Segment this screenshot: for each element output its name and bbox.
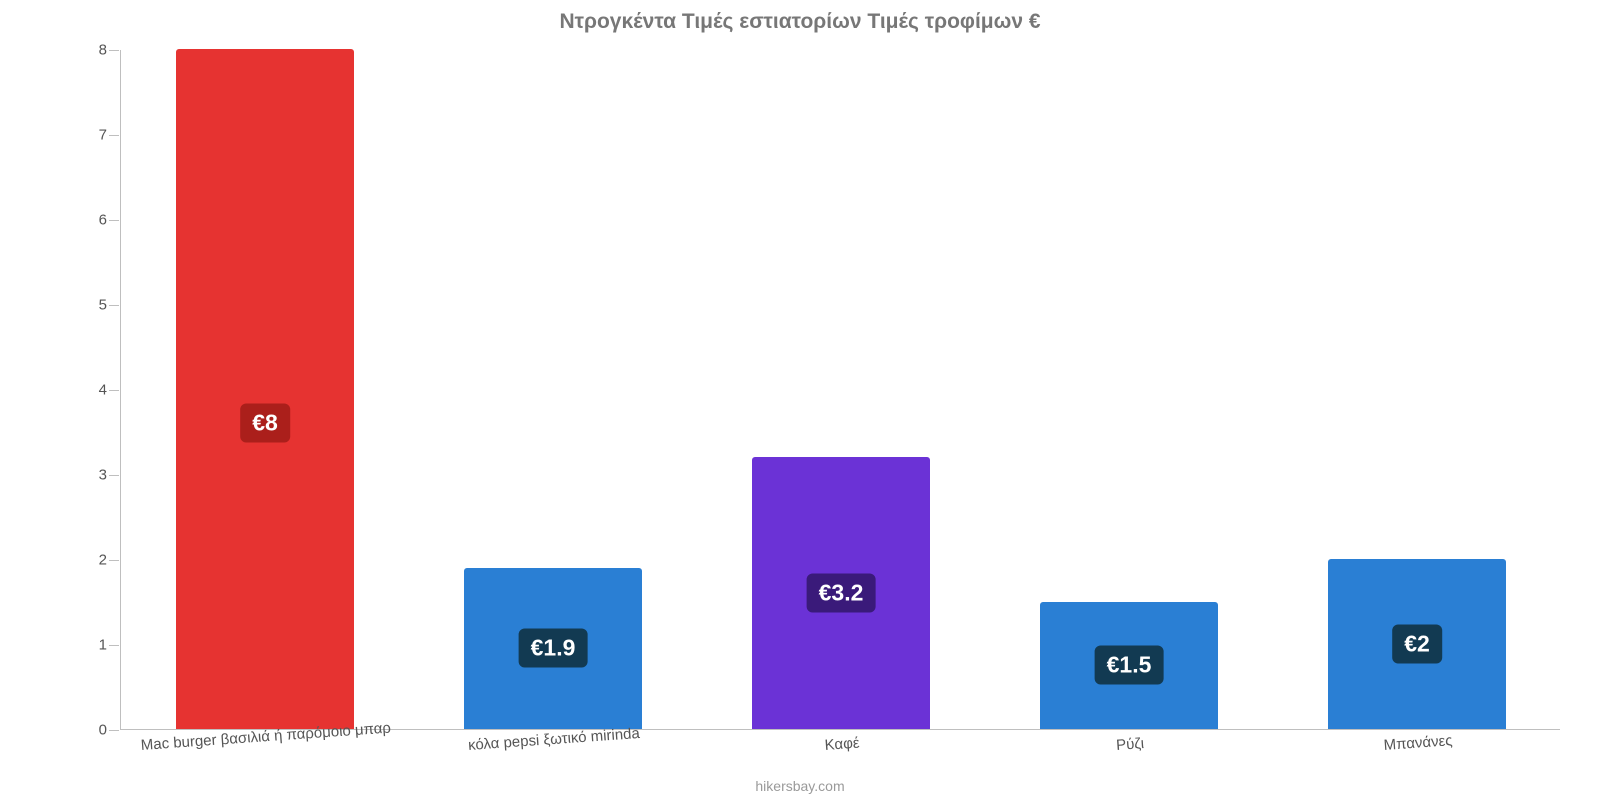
- value-badge: €8: [240, 404, 290, 443]
- y-tick-label: 6: [99, 212, 121, 229]
- value-badge: €3.2: [807, 574, 876, 613]
- x-axis-label: Ρύζι: [1115, 727, 1145, 754]
- value-badge: €1.5: [1095, 646, 1164, 685]
- chart-footer: hikersbay.com: [0, 778, 1600, 794]
- x-axis-label: Καφέ: [824, 727, 861, 754]
- chart-title: Ντρογκέντα Τιμές εστιατορίων Τιμές τροφί…: [0, 10, 1600, 34]
- value-badge: €1.9: [519, 629, 588, 668]
- bar: [176, 49, 355, 729]
- bar-slot: €1.9κόλα pepsi ξωτικό mirinda: [409, 49, 697, 729]
- y-tick-label: 5: [99, 297, 121, 314]
- plot-area: 012345678€8Mac burger βασιλιά ή παρόμοιο…: [120, 50, 1560, 730]
- bar-slot: €2Μπανάνες: [1273, 49, 1561, 729]
- price-bar-chart: Ντρογκέντα Τιμές εστιατορίων Τιμές τροφί…: [0, 0, 1600, 800]
- x-axis-label: Μπανάνες: [1383, 724, 1453, 754]
- y-tick-label: 8: [99, 42, 121, 59]
- bar-slot: €1.5Ρύζι: [985, 49, 1273, 729]
- y-tick-label: 4: [99, 382, 121, 399]
- y-tick-label: 7: [99, 127, 121, 144]
- bar-slot: €3.2Καφέ: [697, 49, 985, 729]
- value-badge: €2: [1392, 625, 1442, 664]
- y-tick-label: 1: [99, 637, 121, 654]
- y-tick-label: 0: [99, 722, 121, 739]
- y-tick-label: 3: [99, 467, 121, 484]
- y-tick-label: 2: [99, 552, 121, 569]
- bar-slot: €8Mac burger βασιλιά ή παρόμοιο μπαρ: [121, 49, 409, 729]
